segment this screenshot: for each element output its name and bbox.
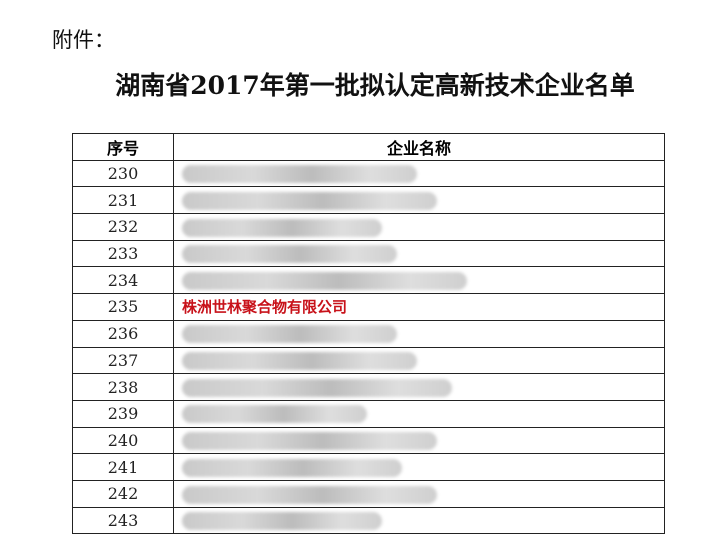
- redacted-name: [182, 325, 397, 344]
- company-name: [173, 373, 665, 401]
- redacted-name: [182, 432, 437, 451]
- company-name: [173, 479, 665, 508]
- table-row: 231: [72, 186, 665, 215]
- table-row: 240: [72, 426, 665, 455]
- table-row: 242: [72, 479, 665, 508]
- row-number: 237: [72, 346, 174, 375]
- header-number: 序号: [72, 133, 174, 161]
- row-number: 241: [72, 453, 174, 481]
- document-title: 湖南省2017年第一批拟认定高新技术企业名单: [115, 71, 635, 100]
- company-name: [173, 186, 665, 215]
- table-row: 241: [72, 453, 665, 481]
- row-number: 236: [72, 319, 174, 348]
- table-header: 序号 企业名称: [72, 133, 665, 161]
- row-number: 239: [72, 399, 174, 428]
- redacted-name: [182, 378, 452, 397]
- company-name: [173, 453, 665, 481]
- redacted-name: [182, 485, 437, 504]
- redacted-name: [182, 191, 437, 210]
- redacted-name: [182, 512, 382, 531]
- row-number: 231: [72, 186, 174, 215]
- company-name: [173, 399, 665, 428]
- row-number: 243: [72, 506, 174, 534]
- company-name: [173, 266, 665, 295]
- table-row: 237: [72, 346, 665, 375]
- redacted-name: [182, 218, 382, 237]
- row-number: 234: [72, 266, 174, 295]
- header-company-name: 企业名称: [173, 133, 665, 161]
- table-row: 236: [72, 319, 665, 348]
- row-number: 230: [72, 159, 174, 188]
- row-number: 233: [72, 239, 174, 268]
- company-name: [173, 213, 665, 241]
- row-number: 242: [72, 479, 174, 508]
- company-name: [173, 346, 665, 375]
- redacted-name: [182, 272, 467, 291]
- table-row: 239: [72, 399, 665, 428]
- company-name: [173, 319, 665, 348]
- redacted-name: [182, 458, 402, 477]
- redacted-name: [182, 165, 417, 184]
- company-name: [173, 239, 665, 268]
- company-table: 序号 企业名称 230 231 232 233 234 235 株洲世林聚合物有限公司 236…: [72, 133, 665, 534]
- table-row: 235 株洲世林聚合物有限公司: [72, 293, 665, 321]
- table-row: 232: [72, 213, 665, 241]
- company-name: 株洲世林聚合物有限公司: [173, 293, 665, 321]
- company-name: [173, 426, 665, 455]
- company-name: [173, 506, 665, 534]
- redacted-name: [182, 245, 397, 264]
- attachment-label: 附件：: [52, 28, 115, 52]
- row-number: 238: [72, 373, 174, 401]
- row-number: 240: [72, 426, 174, 455]
- row-number: 235: [72, 293, 174, 321]
- redacted-name: [182, 405, 367, 424]
- row-number: 232: [72, 213, 174, 241]
- table-row: 230: [72, 159, 665, 188]
- redacted-name: [182, 352, 417, 371]
- highlighted-company-name: 株洲世林聚合物有限公司: [182, 298, 348, 317]
- company-name: [173, 159, 665, 188]
- table-row: 243: [72, 506, 665, 534]
- table-row: 234: [72, 266, 665, 295]
- table-row: 233: [72, 239, 665, 268]
- table-row: 238: [72, 373, 665, 401]
